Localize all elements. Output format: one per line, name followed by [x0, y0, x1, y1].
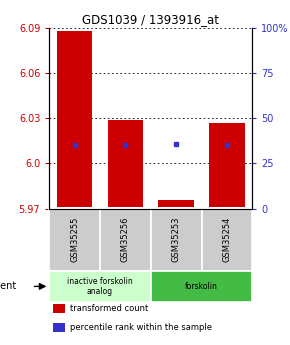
Text: GSM35254: GSM35254	[222, 217, 231, 263]
Bar	[108, 120, 143, 207]
Bar	[53, 304, 64, 313]
Bar	[151, 271, 252, 302]
Bar	[53, 323, 64, 332]
Text: GSM35253: GSM35253	[172, 217, 181, 263]
Text: forskolin: forskolin	[185, 282, 218, 291]
Bar	[49, 209, 100, 271]
Bar	[158, 199, 194, 207]
Title: GDS1039 / 1393916_at: GDS1039 / 1393916_at	[82, 13, 219, 27]
Text: GSM35256: GSM35256	[121, 217, 130, 263]
Bar	[57, 31, 93, 207]
Bar	[202, 209, 252, 271]
Bar	[49, 271, 151, 302]
Text: inactive forskolin
analog: inactive forskolin analog	[67, 277, 133, 296]
Text: GSM35255: GSM35255	[70, 217, 79, 263]
Text: agent: agent	[0, 282, 16, 292]
Bar	[209, 122, 245, 207]
Text: percentile rank within the sample: percentile rank within the sample	[70, 323, 212, 332]
Bar	[151, 209, 202, 271]
Bar	[100, 209, 151, 271]
Text: transformed count: transformed count	[70, 304, 148, 313]
